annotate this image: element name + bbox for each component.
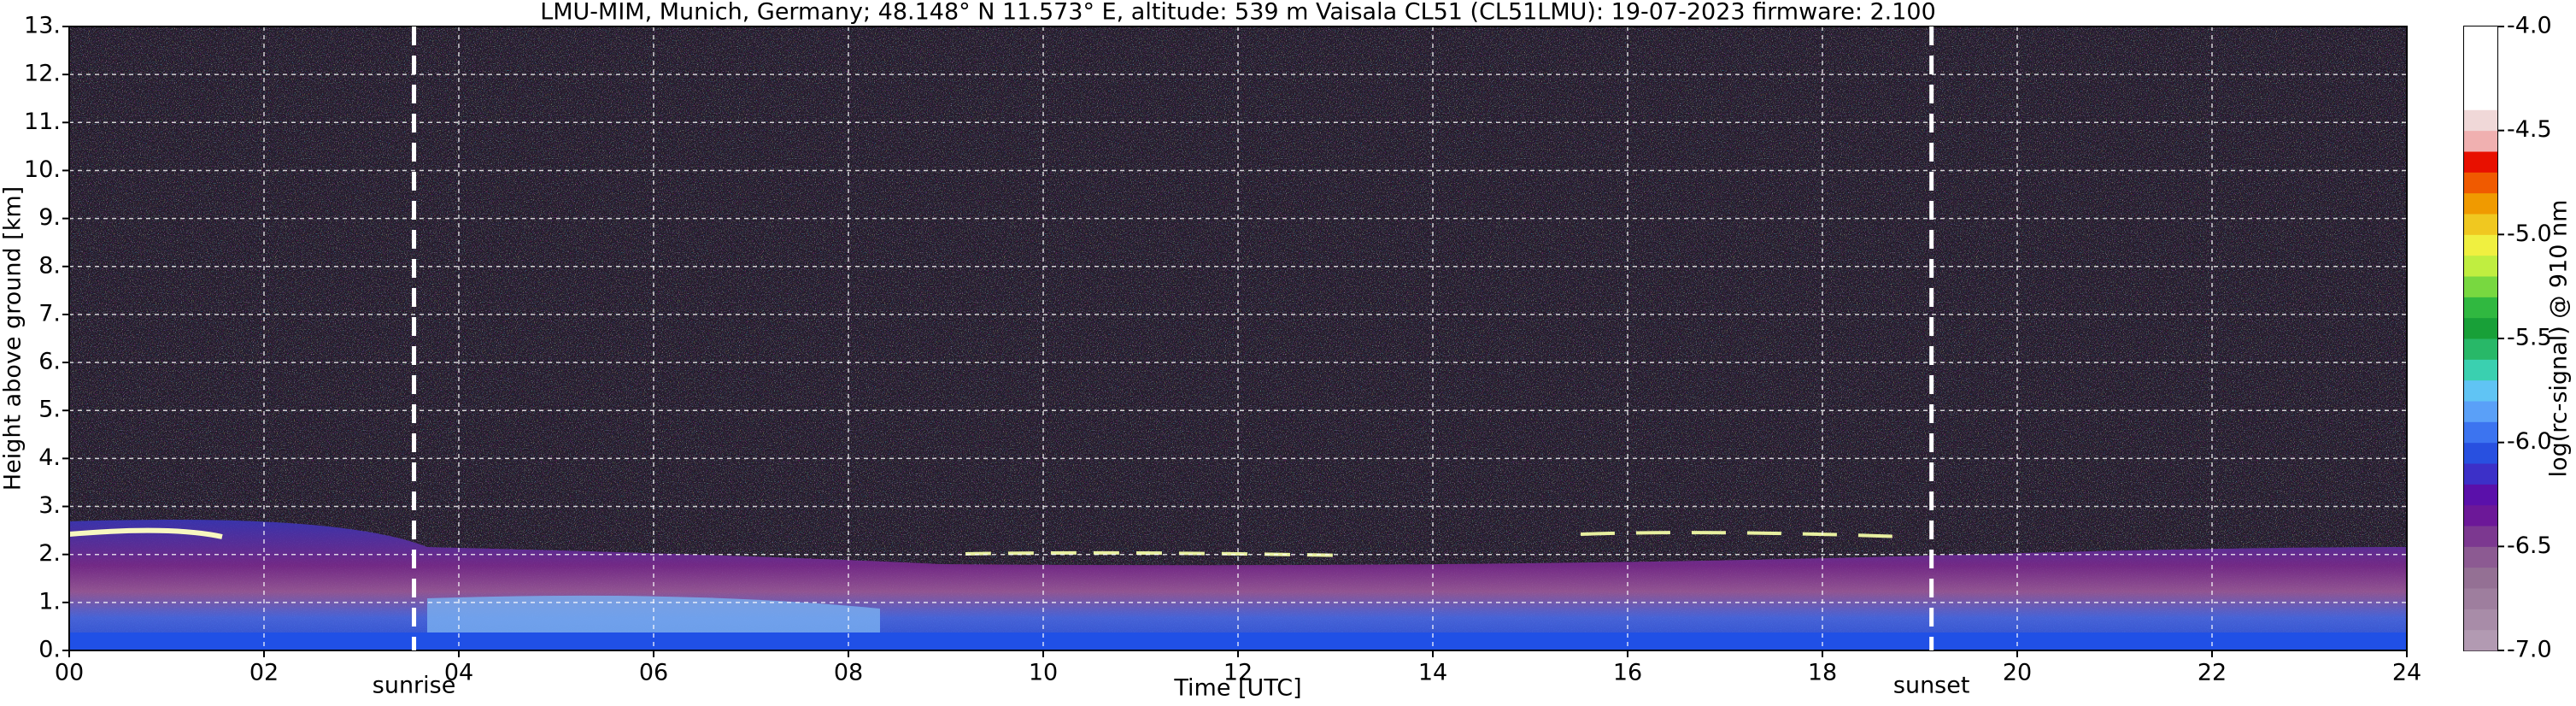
colorbar-segment <box>2464 338 2497 360</box>
y-tick-label: 6. <box>38 349 61 375</box>
colorbar-segment <box>2464 567 2497 589</box>
colorbar-segment <box>2464 172 2497 194</box>
x-tick-label: 24 <box>2392 660 2421 686</box>
y-tick-label: 2. <box>38 540 61 567</box>
y-axis-label: Height above ground [km] <box>0 186 26 491</box>
colorbar-segment <box>2464 214 2497 235</box>
colorbar-segment <box>2464 504 2497 527</box>
colorbar-segment <box>2464 588 2497 609</box>
y-tick-label: 0. <box>38 637 61 663</box>
colorbar-segment <box>2464 26 2497 48</box>
x-tick-label: 18 <box>1808 660 1837 686</box>
colorbar-tick-label: -4.5 <box>2507 116 2552 143</box>
chart-title: LMU-MIM, Munich, Germany; 48.148° N 11.5… <box>540 0 1936 26</box>
x-tick-label: 06 <box>639 660 668 686</box>
y-tick-label: 1. <box>38 588 61 615</box>
y-tick-label: 11. <box>24 109 61 135</box>
y-tick-label: 8. <box>38 252 61 279</box>
annotation-label: sunrise <box>373 673 456 699</box>
colorbar-segment <box>2464 463 2497 485</box>
colorbar-segment <box>2464 484 2497 506</box>
colorbar-segment <box>2464 109 2497 132</box>
colorbar-segment <box>2464 255 2497 277</box>
x-tick-label: 16 <box>1613 660 1642 686</box>
y-tick-label: 5. <box>38 397 61 423</box>
colorbar-tick-label: -5.0 <box>2507 221 2552 247</box>
colorbar-tick-label: -7.0 <box>2507 637 2552 663</box>
colorbar-segment <box>2464 130 2497 152</box>
y-tick-label: 7. <box>38 300 61 327</box>
x-axis-label: Time [UTC] <box>1173 675 1301 702</box>
x-tick-label: 10 <box>1029 660 1058 686</box>
x-tick-label: 20 <box>2003 660 2032 686</box>
x-tick-label: 22 <box>2198 660 2227 686</box>
colorbar-tick-label: -4.0 <box>2507 13 2552 39</box>
x-tick-label: 08 <box>834 660 863 686</box>
colorbar-segment <box>2464 151 2497 173</box>
colorbar-segment <box>2464 421 2497 444</box>
y-tick-label: 13. <box>24 13 61 39</box>
colorbar-segment <box>2464 317 2497 339</box>
colorbar-segment <box>2464 609 2497 631</box>
y-tick-label: 4. <box>38 444 61 471</box>
annotation-label: sunset <box>1893 673 1970 699</box>
colorbar-segment <box>2464 379 2497 402</box>
colorbar-segment <box>2464 234 2497 256</box>
x-tick-label: 14 <box>1418 660 1447 686</box>
colorbar-label: log(rc-signal) @ 910 nm <box>2546 200 2573 478</box>
colorbar-segment <box>2464 546 2497 568</box>
colorbar-tick-label: -5.5 <box>2507 325 2552 351</box>
y-tick-label: 9. <box>38 204 61 231</box>
colorbar-segment <box>2464 629 2497 651</box>
x-tick-label: 12 <box>1223 660 1253 686</box>
colorbar-segment <box>2464 442 2497 464</box>
colorbar-tick-label: -6.0 <box>2507 428 2552 455</box>
x-tick-label: 04 <box>444 660 473 686</box>
x-tick-label: 00 <box>55 660 84 686</box>
y-tick-label: 10. <box>24 156 61 183</box>
y-tick-label: 3. <box>38 492 61 519</box>
colorbar-segment <box>2464 297 2497 319</box>
colorbar-segment <box>2464 47 2497 69</box>
y-tick-label: 12. <box>24 61 61 87</box>
colorbar-tick-label: -6.5 <box>2507 532 2552 559</box>
colorbar-segment <box>2464 89 2497 110</box>
colorbar-segment <box>2464 401 2497 422</box>
colorbar-segment <box>2464 526 2497 547</box>
colorbar-segment <box>2464 359 2497 381</box>
colorbar-segment <box>2464 192 2497 215</box>
x-tick-label: 02 <box>249 660 279 686</box>
colorbar-segment <box>2464 68 2497 90</box>
colorbar-segment <box>2464 276 2497 297</box>
